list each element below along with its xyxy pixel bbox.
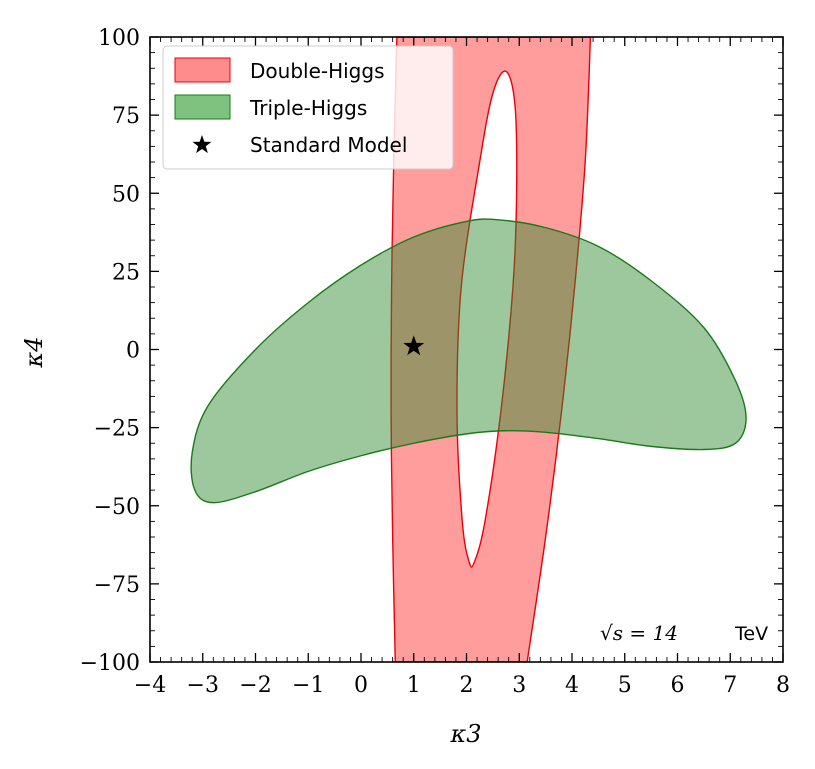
- y-tick-label: 50: [112, 182, 140, 207]
- x-tick-label: 6: [671, 673, 685, 698]
- x-tick-label: 8: [776, 673, 790, 698]
- plot-points: [403, 335, 425, 356]
- x-tick-label: 5: [618, 673, 632, 698]
- y-tick-label: −25: [94, 417, 140, 442]
- y-tick-label: 0: [126, 339, 140, 364]
- x-tick-label: −4: [134, 673, 166, 698]
- x-tick-label: −3: [187, 673, 219, 698]
- y-tick-label: −100: [80, 651, 140, 676]
- y-tick-label: −75: [94, 573, 140, 598]
- x-tick-label: 7: [723, 673, 737, 698]
- annotation-energy-unit: TeV: [734, 623, 768, 645]
- legend-label-standard-model: Standard Model: [250, 133, 407, 157]
- annotation-energy-value: √s = 14: [600, 621, 678, 645]
- x-tick-label: −2: [239, 673, 271, 698]
- y-tick-label: 25: [112, 260, 140, 285]
- x-tick-label: 4: [565, 673, 579, 698]
- x-tick-label: 3: [512, 673, 526, 698]
- standard-model-point: [403, 335, 425, 356]
- energy-annotation: √s = 14 TeV: [600, 621, 768, 645]
- triple-higgs-region: [190, 218, 747, 504]
- legend: Double-Higgs Triple-Higgs Standard Model: [162, 45, 454, 170]
- axis-tick-labels: −4 −3 −2 −1 0 1 2 3 4 5 6 7 8 −100 −75 −50 −25 0 25 50 75 100: [80, 26, 790, 698]
- x-tick-label: 0: [354, 673, 368, 698]
- y-tick-label: 75: [112, 104, 140, 129]
- y-tick-label: 100: [98, 26, 140, 51]
- axis-ticks: [149, 36, 784, 663]
- x-tick-label: 1: [407, 673, 421, 698]
- x-axis-label: κ3: [449, 720, 481, 748]
- double-higgs-band: [390, 37, 592, 662]
- legend-swatch-triple-higgs: [174, 94, 231, 120]
- legend-swatch-double-higgs: [174, 57, 231, 83]
- legend-box: [162, 45, 454, 170]
- legend-label-triple-higgs: Triple-Higgs: [249, 96, 367, 120]
- legend-label-double-higgs: Double-Higgs: [250, 59, 385, 83]
- x-tick-label: −1: [292, 673, 324, 698]
- legend-star-icon: [192, 135, 212, 154]
- y-axis-label: κ4: [20, 336, 48, 368]
- x-tick-label: 2: [460, 673, 474, 698]
- plot-regions: [190, 37, 747, 662]
- y-tick-label: −50: [94, 495, 140, 520]
